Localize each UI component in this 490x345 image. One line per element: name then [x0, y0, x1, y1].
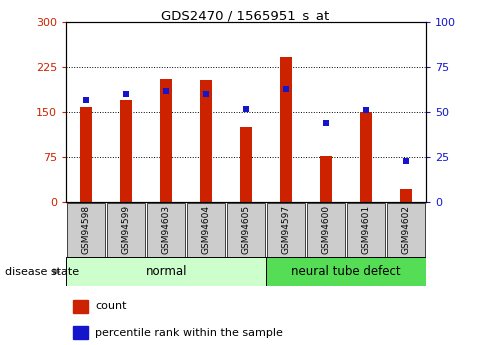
FancyBboxPatch shape	[387, 203, 425, 258]
Point	[162, 88, 170, 93]
FancyBboxPatch shape	[147, 203, 185, 258]
FancyBboxPatch shape	[267, 203, 305, 258]
Bar	[160, 79, 172, 202]
FancyBboxPatch shape	[347, 203, 386, 258]
Text: GSM94599: GSM94599	[122, 205, 131, 254]
Text: GSM94602: GSM94602	[402, 205, 411, 254]
Bar	[80, 107, 92, 202]
Point	[242, 106, 250, 111]
Text: GSM94601: GSM94601	[362, 205, 371, 254]
Text: percentile rank within the sample: percentile rank within the sample	[95, 328, 283, 338]
Bar	[320, 156, 332, 202]
FancyBboxPatch shape	[107, 203, 146, 258]
Bar	[240, 127, 252, 202]
Bar	[266, 257, 426, 286]
Bar	[74, 326, 88, 339]
Bar	[200, 80, 212, 202]
Bar	[66, 257, 266, 286]
FancyBboxPatch shape	[67, 203, 105, 258]
FancyBboxPatch shape	[227, 203, 266, 258]
FancyBboxPatch shape	[187, 203, 225, 258]
Text: count: count	[95, 301, 126, 311]
FancyBboxPatch shape	[307, 203, 345, 258]
Text: GSM94600: GSM94600	[322, 205, 331, 254]
Text: normal: normal	[146, 265, 187, 278]
Point	[402, 158, 410, 163]
Text: GSM94597: GSM94597	[282, 205, 291, 254]
Text: GSM94605: GSM94605	[242, 205, 251, 254]
Text: GSM94598: GSM94598	[82, 205, 91, 254]
Bar	[400, 189, 412, 202]
Bar	[360, 112, 372, 202]
Text: GDS2470 / 1565951_s_at: GDS2470 / 1565951_s_at	[161, 9, 329, 22]
Point	[122, 91, 130, 97]
Point	[363, 108, 370, 113]
Text: neural tube defect: neural tube defect	[292, 265, 401, 278]
Text: GSM94604: GSM94604	[202, 205, 211, 254]
Point	[282, 86, 290, 91]
Bar	[280, 57, 292, 202]
Bar	[120, 100, 132, 202]
Text: disease state: disease state	[5, 267, 79, 277]
Point	[322, 120, 330, 126]
Bar	[74, 300, 88, 313]
Point	[202, 91, 210, 97]
Text: GSM94603: GSM94603	[162, 205, 171, 254]
Point	[82, 97, 90, 102]
